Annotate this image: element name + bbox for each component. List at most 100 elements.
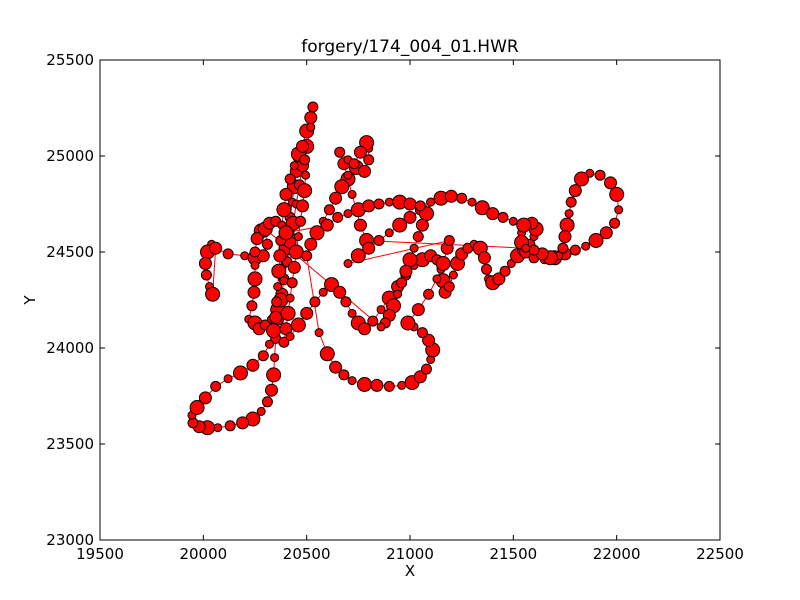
x-tick-label: 21500 xyxy=(489,545,537,563)
data-point xyxy=(299,154,311,166)
data-point xyxy=(304,111,318,125)
data-point xyxy=(581,241,591,251)
data-point xyxy=(250,260,260,270)
data-point xyxy=(318,287,328,297)
data-point xyxy=(416,327,428,339)
y-tick-label: 24500 xyxy=(46,243,94,261)
data-point xyxy=(278,336,290,348)
data-point xyxy=(477,251,491,265)
data-point xyxy=(288,244,304,260)
data-point xyxy=(359,135,375,151)
data-point xyxy=(223,374,233,384)
data-point xyxy=(415,218,429,232)
data-point xyxy=(362,241,376,255)
data-point xyxy=(384,228,394,238)
data-point xyxy=(343,209,353,219)
data-point xyxy=(334,146,346,158)
data-point xyxy=(568,184,582,198)
data-point xyxy=(289,161,299,171)
data-point xyxy=(357,377,372,392)
data-point xyxy=(448,270,458,280)
data-point xyxy=(210,380,222,392)
data-point xyxy=(333,285,347,299)
x-tick-label: 19500 xyxy=(76,545,124,563)
data-point xyxy=(574,171,589,187)
ticks-layer: 19500 20000 20500 21000 21500 22000 22500 23000… xyxy=(46,51,744,563)
data-point xyxy=(413,370,427,384)
data-point xyxy=(614,205,624,215)
y-tick-label: 25500 xyxy=(46,51,94,69)
data-point xyxy=(422,333,436,347)
data-point xyxy=(370,378,384,392)
data-point xyxy=(250,232,264,246)
data-point xyxy=(383,380,395,392)
data-point xyxy=(309,296,321,308)
data-point xyxy=(521,243,531,253)
data-point xyxy=(278,225,294,241)
data-point xyxy=(273,249,287,263)
data-point xyxy=(323,204,335,216)
data-point xyxy=(456,192,468,204)
data-point xyxy=(300,306,314,320)
data-point xyxy=(376,322,386,332)
data-point xyxy=(367,315,379,327)
data-point xyxy=(402,252,418,268)
data-point xyxy=(284,173,296,185)
data-point xyxy=(209,241,223,255)
data-point xyxy=(286,277,298,289)
data-point xyxy=(269,310,283,324)
data-point xyxy=(486,207,500,221)
data-point xyxy=(347,308,357,318)
data-point xyxy=(508,216,518,226)
data-point xyxy=(329,191,343,205)
data-point xyxy=(240,251,250,261)
data-point xyxy=(332,211,344,223)
data-point xyxy=(599,226,613,240)
data-point xyxy=(297,183,313,199)
data-point xyxy=(362,199,376,213)
data-point xyxy=(198,391,212,405)
series-layer xyxy=(187,101,625,436)
data-point xyxy=(224,420,236,432)
data-point xyxy=(350,248,366,264)
data-point xyxy=(347,189,357,199)
data-point xyxy=(467,197,477,207)
data-point xyxy=(287,260,301,274)
data-point xyxy=(558,230,572,244)
data-point xyxy=(280,305,296,321)
data-point xyxy=(412,231,424,243)
data-point xyxy=(497,211,509,223)
data-point xyxy=(414,200,426,212)
data-point xyxy=(276,202,292,218)
data-point xyxy=(363,154,375,166)
data-point xyxy=(293,232,303,242)
data-point xyxy=(443,235,455,246)
data-point xyxy=(347,376,357,386)
data-point xyxy=(236,416,250,430)
data-point xyxy=(329,360,343,374)
data-point xyxy=(304,237,318,251)
x-tick-label: 20500 xyxy=(283,545,331,563)
data-point xyxy=(565,196,577,208)
x-tick-label: 22000 xyxy=(593,545,641,563)
data-point xyxy=(373,198,385,210)
data-point xyxy=(358,164,371,178)
data-point xyxy=(569,244,581,256)
data-point xyxy=(373,235,385,246)
y-tick-label: 23000 xyxy=(46,531,94,549)
data-point xyxy=(343,259,353,268)
data-point xyxy=(205,286,221,302)
data-point xyxy=(247,271,263,287)
data-point xyxy=(296,139,309,153)
data-point xyxy=(392,217,408,233)
data-point xyxy=(222,248,234,260)
data-point xyxy=(403,197,417,211)
data-point xyxy=(411,303,425,317)
data-point xyxy=(594,169,606,181)
data-point xyxy=(246,300,258,312)
data-point xyxy=(399,264,413,278)
data-point xyxy=(609,217,621,229)
data-point xyxy=(609,186,625,202)
x-tick-label: 21000 xyxy=(386,545,434,563)
